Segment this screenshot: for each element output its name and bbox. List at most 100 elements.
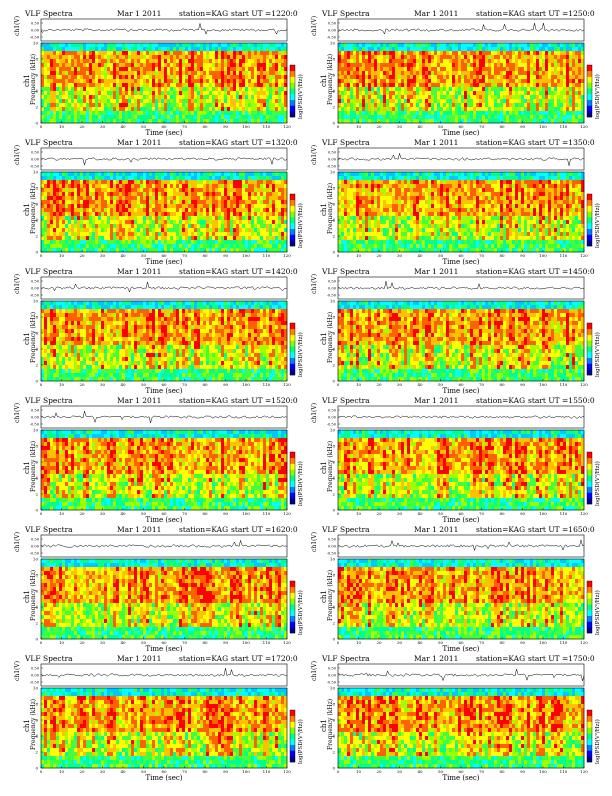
spectrogram-cell — [77, 224, 80, 228]
spectrogram-cell — [50, 63, 53, 67]
spectrogram-cell — [482, 71, 485, 75]
spectrogram-cell — [269, 79, 272, 83]
spectrogram-cell — [557, 95, 560, 99]
spectrogram-cell — [245, 216, 248, 220]
spectrogram-cell — [533, 99, 536, 103]
spectrogram-cell — [134, 79, 137, 83]
spectrogram-cell — [170, 119, 173, 123]
spectrogram-cell — [104, 188, 107, 192]
spectrogram-cell — [497, 47, 500, 51]
spectrogram-cell — [134, 248, 137, 252]
spectrogram-cell — [560, 59, 563, 63]
spectrogram-cell — [119, 232, 122, 236]
spectrogram-cell — [131, 71, 134, 75]
spectrogram-cell — [155, 95, 158, 99]
spectrogram-cell — [152, 115, 155, 119]
spectrogram-cell — [98, 212, 101, 216]
x-tick-label: 0 — [40, 124, 43, 129]
spectrogram-cell — [98, 51, 101, 55]
spectrogram-cell — [428, 99, 431, 103]
spectrogram-cell — [497, 79, 500, 83]
spectrogram-cell — [254, 115, 257, 119]
spectrogram-cell — [371, 59, 374, 63]
spectrogram-cell — [446, 107, 449, 111]
spectrogram-cell — [77, 180, 80, 184]
spectrogram-cell — [215, 176, 218, 180]
spectrogram-cell — [224, 216, 227, 220]
spectrogram-cell — [257, 224, 260, 228]
spectrogram-cell — [356, 71, 359, 75]
spectrogram-cell — [251, 228, 254, 232]
spectrogram-cell — [533, 107, 536, 111]
spectrogram-cell — [197, 91, 200, 95]
spectrogram-cell — [536, 83, 539, 87]
spectrogram-cell — [71, 196, 74, 200]
spectrogram-cell — [131, 200, 134, 204]
spectrogram-cell — [248, 95, 251, 99]
spectrogram-cell — [179, 67, 182, 71]
colorbar-segment — [587, 65, 592, 71]
spectrogram-cell — [269, 180, 272, 184]
spectrogram-cell — [434, 75, 437, 79]
spectrogram-cell — [413, 79, 416, 83]
spectrogram-cell — [218, 43, 221, 47]
spectrogram-cell — [53, 236, 56, 240]
spectrogram-cell — [107, 220, 110, 224]
spectrogram-cell — [410, 87, 413, 91]
spectrogram-cell — [374, 47, 377, 51]
spectrogram-cell — [242, 95, 245, 99]
spectrogram-cell — [152, 248, 155, 252]
spectrogram-cell — [185, 236, 188, 240]
spectrogram-cell — [281, 91, 284, 95]
spectrogram-cell — [395, 99, 398, 103]
spectrogram-cell — [479, 91, 482, 95]
spectrogram-cell — [521, 71, 524, 75]
spectrogram-cell — [230, 216, 233, 220]
spectrogram-cell — [503, 51, 506, 55]
spectrogram-cell — [491, 71, 494, 75]
spectrogram-cell — [104, 75, 107, 79]
spectrogram-cell — [215, 111, 218, 115]
spectrogram-cell — [176, 59, 179, 63]
spectrogram-cell — [536, 111, 539, 115]
spectrogram-cell — [437, 67, 440, 71]
spectrogram-cell — [143, 192, 146, 196]
spectrogram-cell — [101, 63, 104, 67]
spectrogram-cell — [494, 115, 497, 119]
spectrogram-cell — [47, 43, 50, 47]
spectrogram-cell — [179, 244, 182, 248]
spectrogram-cell — [110, 240, 113, 244]
spectrogram-cell — [497, 95, 500, 99]
spectrogram-cell — [491, 103, 494, 107]
colorbar-segment — [587, 71, 592, 77]
spectrogram-cell — [425, 103, 428, 107]
spectrogram-cell — [227, 204, 230, 208]
spectrogram-cell — [431, 95, 434, 99]
spectrogram-cell — [353, 75, 356, 79]
spectrogram-cell — [77, 47, 80, 51]
spectrogram-cell — [203, 59, 206, 63]
spectrogram-cell — [404, 95, 407, 99]
spectrogram-cell — [128, 216, 131, 220]
spectrogram-cell — [506, 51, 509, 55]
spectrogram-cell — [446, 75, 449, 79]
spectrogram-cell — [548, 63, 551, 67]
spectrogram-cell — [548, 67, 551, 71]
spectrogram-cell — [473, 75, 476, 79]
spectrogram-cell — [113, 103, 116, 107]
spectrogram-cell — [392, 51, 395, 55]
spectrogram-cell — [206, 244, 209, 248]
spectrogram-cell — [344, 79, 347, 83]
spectrogram-cell — [272, 119, 275, 123]
spectrogram-cell — [560, 51, 563, 55]
spectrogram-cell — [188, 212, 191, 216]
spectrogram-cell — [188, 200, 191, 204]
spectrogram-cell — [557, 47, 560, 51]
spectrogram-cell — [263, 51, 266, 55]
spectrogram-cell — [359, 87, 362, 91]
spectrogram-cell — [194, 67, 197, 71]
spectrogram-cell — [173, 216, 176, 220]
spectrogram-cell — [230, 103, 233, 107]
spectrogram-cell — [191, 208, 194, 212]
spectrogram-cell — [548, 51, 551, 55]
